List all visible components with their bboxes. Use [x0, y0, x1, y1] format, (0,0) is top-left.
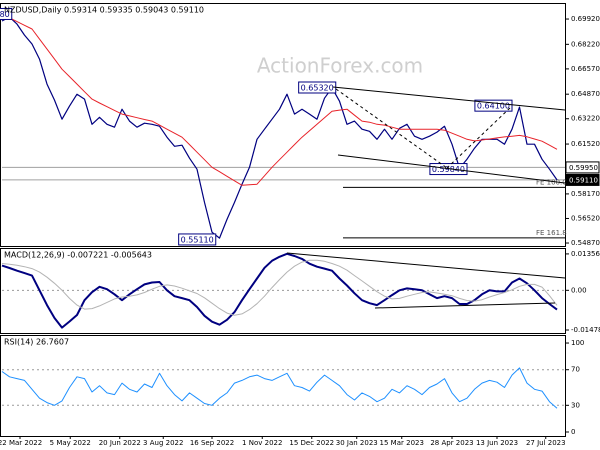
x-tick-label: 3 Aug 2022 [143, 439, 183, 447]
y-tick-label: 0.68220 [571, 40, 600, 48]
x-tick-label: 30 Jan 2023 [336, 439, 378, 447]
price-label-box [565, 173, 600, 186]
y-tick-label: 0.64870 [571, 90, 600, 98]
y-tick-label: 0.66570 [571, 65, 600, 73]
macd-panel [0, 248, 566, 334]
y-tick-label: -0.014783 [571, 326, 600, 334]
x-tick-label: 15 Dec 2022 [289, 439, 334, 447]
annotation-label: 0.55110 [181, 235, 214, 244]
panel-title: NZDUSD,Daily 0.59314 0.59335 0.59043 0.5… [4, 6, 204, 15]
panel-title: RSI(14) 26.7607 [4, 338, 69, 347]
x-tick-label: 15 Mar 2023 [380, 439, 424, 447]
y-tick-label: 0.54870 [571, 239, 600, 247]
fib-label: FE 161.8 [536, 229, 567, 237]
series-line [1, 259, 558, 316]
y-tick-label: 0.69920 [571, 15, 600, 23]
y-tick-label: 0.01356 [571, 250, 600, 258]
y-tick-label: 30 [571, 401, 580, 409]
series-line [1, 13, 558, 186]
annotation-label: 0.65320 [301, 83, 334, 92]
annotation-box [178, 233, 217, 246]
y-tick-label: 100 [571, 339, 584, 347]
fib-label: FE 100.0 [536, 178, 567, 186]
layer: ActionForex.com FE 100.0 FE 161.8 80 0.65320… [0, 6, 600, 447]
y-tick-label: 0.00 [571, 286, 587, 294]
x-tick-label: 5 May 2022 [50, 439, 91, 447]
annotation-label: 80 [0, 10, 10, 19]
y-tick-label: 0.63220 [571, 115, 600, 123]
series-line [1, 367, 558, 409]
panel-title: MACD(12,26,9) -0.007221 -0.005643 [4, 251, 152, 260]
price-label: 0.59110 [569, 176, 598, 184]
rsi-panel [0, 335, 566, 437]
y-tick-label: 70 [571, 366, 580, 374]
x-tick-label: 28 Apr 2023 [430, 439, 473, 447]
x-tick-label: 20 Jun 2022 [99, 439, 141, 447]
macd-trend-top [286, 252, 566, 279]
watermark: ActionForex.com [257, 54, 423, 78]
x-tick-label: 16 Sep 2022 [190, 439, 234, 447]
price-label: 0.59950 [569, 164, 598, 172]
projection-line [446, 105, 513, 169]
macd-trend-bottom [374, 302, 556, 309]
x-tick-label: 13 Jun 2023 [476, 439, 518, 447]
x-tick-label: 22 Mar 2022 [0, 439, 42, 447]
channel-top [332, 86, 566, 111]
price-label-box [565, 161, 600, 174]
annotation-label: 0.64100 [477, 102, 510, 111]
x-tick-label: 27 Jul 2023 [526, 439, 566, 447]
series-line [1, 16, 558, 239]
x-tick-label: 1 Nov 2022 [242, 439, 282, 447]
y-tick-label: 0.56520 [571, 214, 600, 222]
projection-line [335, 88, 448, 169]
series-line [1, 252, 558, 329]
annotation-label: 0.59840 [432, 165, 465, 174]
price-panel [0, 3, 566, 247]
annotation-box [0, 7, 13, 20]
channel-bottom [337, 154, 566, 184]
y-tick-label: 0.61520 [571, 140, 600, 148]
annotation-box [474, 99, 513, 112]
y-tick-label: 0 [571, 428, 575, 436]
y-tick-label: 0.58170 [571, 190, 600, 198]
